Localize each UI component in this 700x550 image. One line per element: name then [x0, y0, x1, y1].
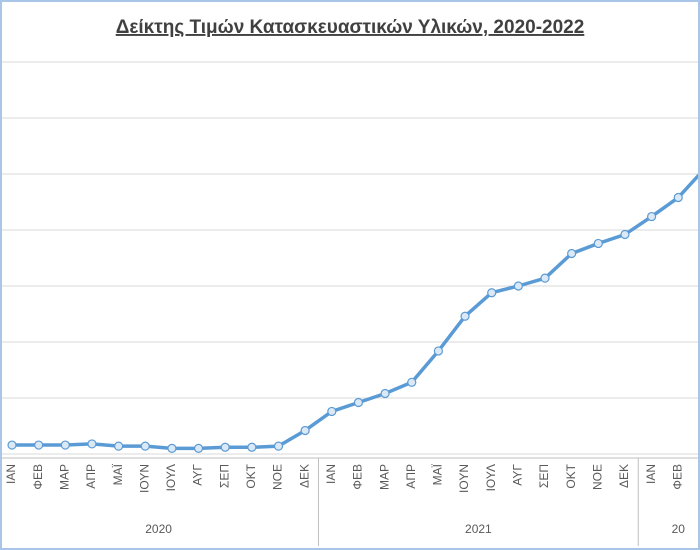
x-tick-label: ΙΟΥΝ [457, 464, 471, 493]
data-point [140, 441, 150, 451]
x-tick-label: ΜΑΪ [111, 463, 125, 485]
x-tick-label: ΔΕΚ [617, 464, 631, 488]
x-tick-label: ΦΕΒ [31, 464, 45, 490]
x-tick-label: ΟΚΤ [564, 463, 578, 488]
chart-title: Δείκτης Τιμών Κατασκευαστικών Υλικών, 20… [116, 17, 585, 38]
x-tick-label: ΙΟΥΝ [137, 464, 151, 493]
group-label: 2021 [465, 522, 492, 536]
data-point [273, 441, 284, 451]
data-point [34, 440, 44, 450]
group-label: 20 [672, 522, 686, 536]
x-tick-label: ΜΑΡ [57, 464, 71, 490]
x-tick-label: ΔΕΚ [297, 464, 311, 488]
group-label: 2020 [145, 522, 172, 536]
data-point [220, 442, 230, 452]
data-point [60, 440, 70, 450]
data-point [300, 425, 310, 436]
x-tick-label: ΙΑΝ [324, 464, 338, 484]
plot: ΙΑΝ ΦΕΒ ΜΑΡ ΑΠΡ ΜΑΪ ΙΟΥΝ ΙΟΥΛ ΑΥΓ ΣΕΠ ΟΚΤ ΝΟΕ ΔΕΚ ΙΑ… [2, 61, 698, 546]
x-tick-label: ΜΑΡ [377, 464, 391, 490]
x-tick-label: ΝΟΕ [590, 464, 604, 490]
data-point [167, 443, 177, 453]
data-point [327, 406, 337, 417]
x-tick-label: ΑΥΓ [511, 464, 525, 486]
x-tick-label: ΣΕΠ [537, 464, 551, 488]
x-tick-label: ΙΟΥΛ [484, 464, 498, 491]
x-tick-label: ΦΕΒ [351, 464, 365, 490]
data-point [567, 248, 577, 259]
data-point [247, 442, 257, 452]
data-point [593, 238, 603, 249]
x-tick-label: ΙΑΝ [644, 464, 658, 484]
data-point [407, 377, 417, 387]
x-tick-label: ΑΠΡ [404, 464, 418, 489]
data-point [113, 441, 124, 451]
x-tick-label: ΝΟΕ [271, 464, 285, 490]
x-tick-label: ΦΕΒ [670, 464, 684, 490]
data-point [87, 439, 97, 449]
data-point [513, 281, 523, 291]
data-point [380, 388, 390, 399]
data-point [7, 440, 17, 450]
data-point [460, 311, 470, 321]
x-tick-label: ΑΠΡ [84, 464, 98, 489]
data-point [353, 397, 364, 408]
x-tick-label: ΣΕΠ [217, 464, 231, 488]
data-point [673, 192, 683, 203]
x-tick-label: ΙΟΥΛ [164, 464, 178, 491]
data-point [433, 346, 443, 356]
data-point [540, 273, 550, 283]
data-point [193, 443, 204, 453]
x-tick-label: ΙΑΝ [4, 464, 18, 484]
data-point [620, 229, 630, 240]
x-tick-label: ΟΚΤ [244, 463, 258, 488]
data-point [487, 288, 497, 298]
data-point [646, 211, 657, 222]
x-tick-label: ΜΑΪ [431, 463, 445, 485]
x-tick-label: ΑΥΓ [191, 464, 205, 486]
